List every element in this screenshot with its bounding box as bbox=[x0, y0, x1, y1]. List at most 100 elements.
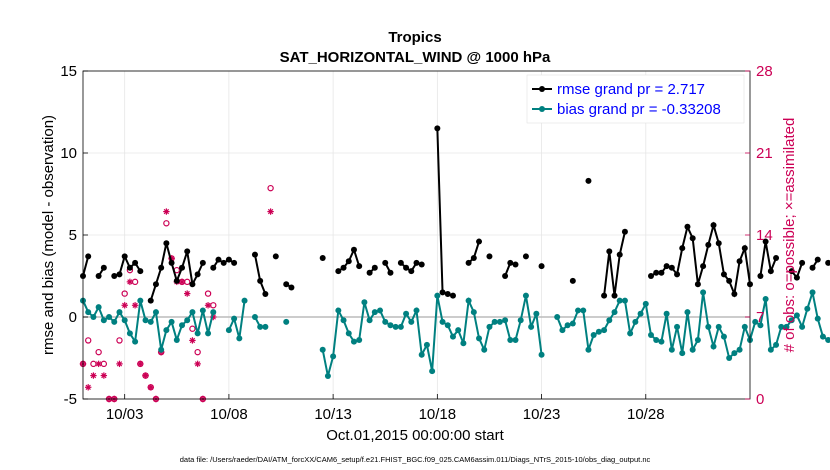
chart-title-variable: SAT_HORIZONTAL_WIND @ 1000 hPa bbox=[280, 49, 551, 66]
bias-point bbox=[413, 307, 420, 314]
bias-point bbox=[434, 292, 441, 299]
rmse-point bbox=[189, 281, 196, 288]
chart-title-region: Tropics bbox=[388, 29, 441, 46]
rmse-point bbox=[585, 177, 592, 184]
bias-point bbox=[522, 292, 529, 299]
bias-point bbox=[132, 338, 139, 345]
y-left-tick-label: 15 bbox=[60, 63, 77, 80]
bias-point bbox=[496, 318, 503, 325]
rmse-point bbox=[663, 263, 670, 270]
bias-point bbox=[611, 309, 618, 316]
rmse-point bbox=[793, 274, 800, 281]
obs-assimilated-marker bbox=[85, 384, 92, 391]
obs-assimilated-marker bbox=[142, 372, 149, 379]
bias-point bbox=[767, 346, 774, 353]
y-axis-right-label: # of obs: o=possible; ×=assimilated bbox=[781, 118, 798, 353]
rmse-point bbox=[444, 291, 451, 298]
legend-bias-marker bbox=[539, 106, 545, 112]
bias-point bbox=[100, 317, 107, 324]
bias-point bbox=[502, 317, 509, 324]
rmse-point bbox=[684, 223, 691, 230]
rmse-point bbox=[272, 253, 279, 260]
bias-point bbox=[564, 322, 571, 329]
bias-point bbox=[444, 322, 451, 329]
y-right-tick-label: 7 bbox=[756, 309, 764, 326]
y-left-tick-label: 0 bbox=[69, 309, 77, 326]
obs-possible-marker bbox=[85, 337, 92, 344]
rmse-point bbox=[757, 273, 764, 279]
rmse-point bbox=[100, 264, 107, 271]
x-axis: 10/03 10/08 10/13 10/18 10/23 10/28 bbox=[106, 394, 665, 423]
bias-point bbox=[470, 309, 477, 316]
bias-point bbox=[632, 318, 639, 325]
rmse-point bbox=[736, 258, 743, 265]
bias-point bbox=[251, 314, 258, 320]
y-left-tick-label: 10 bbox=[60, 145, 77, 162]
rmse-point bbox=[731, 291, 738, 298]
x-tick-label: 10/13 bbox=[314, 406, 352, 423]
rmse-point bbox=[283, 281, 290, 288]
asterisk-stroke bbox=[101, 372, 107, 379]
bias-point bbox=[147, 318, 154, 325]
rmse-point bbox=[601, 292, 608, 299]
bias-point bbox=[517, 317, 524, 324]
rmse-point bbox=[137, 268, 144, 275]
y-axis-left: -5 0 5 10 15 bbox=[60, 63, 88, 408]
rmse-point bbox=[715, 240, 722, 247]
bias-point bbox=[116, 309, 123, 316]
bias-point bbox=[533, 310, 540, 317]
y-left-tick-label: -5 bbox=[64, 391, 77, 408]
rmse-point bbox=[225, 256, 232, 263]
bias-point bbox=[324, 373, 331, 380]
bias-point bbox=[752, 318, 759, 325]
rmse-point bbox=[319, 254, 326, 261]
bias-point bbox=[236, 335, 243, 342]
bias-point bbox=[340, 317, 347, 324]
rmse-point bbox=[382, 259, 389, 266]
bias-point bbox=[361, 299, 368, 306]
rmse-point bbox=[231, 259, 238, 266]
bias-point bbox=[189, 309, 196, 316]
bias-point bbox=[819, 333, 826, 340]
bias-point bbox=[762, 295, 769, 302]
bias-point bbox=[684, 309, 691, 316]
rmse-point bbox=[179, 264, 186, 271]
bias-point bbox=[142, 317, 149, 324]
rmse-point bbox=[502, 273, 509, 279]
bias-point bbox=[710, 343, 717, 350]
bias-point bbox=[179, 322, 186, 329]
bias-point bbox=[366, 317, 373, 324]
bias-point bbox=[642, 300, 649, 307]
rmse-point bbox=[403, 264, 410, 271]
bias-point bbox=[788, 317, 795, 324]
bias-point bbox=[720, 333, 727, 340]
bias-point bbox=[449, 333, 456, 340]
bias-point bbox=[257, 323, 264, 330]
bias-point bbox=[637, 310, 644, 317]
bias-point bbox=[173, 336, 180, 343]
bias-point bbox=[585, 346, 592, 353]
obs-assimilated-marker bbox=[137, 360, 144, 368]
bias-point bbox=[809, 289, 816, 296]
obs-possible-marker bbox=[189, 325, 196, 332]
bias-point bbox=[225, 327, 232, 334]
rmse-point bbox=[350, 246, 357, 253]
bias-point bbox=[601, 327, 608, 334]
bias-point bbox=[575, 307, 582, 314]
bias-point bbox=[731, 350, 738, 357]
asterisk-stroke bbox=[142, 372, 149, 379]
rmse-point bbox=[184, 248, 191, 255]
bias-point bbox=[773, 341, 780, 348]
legend-rmse-label: rmse grand pr = 2.717 bbox=[557, 81, 705, 98]
bias-point bbox=[283, 318, 290, 325]
bias-line-segment bbox=[227, 300, 246, 339]
asterisk-stroke bbox=[85, 384, 91, 390]
rmse-point bbox=[210, 264, 217, 271]
bias-point bbox=[455, 327, 462, 334]
x-tick-label: 10/23 bbox=[523, 406, 561, 423]
obs-assimilated-marker bbox=[90, 372, 97, 379]
bias-point bbox=[231, 315, 238, 322]
bias-point bbox=[429, 368, 436, 375]
rmse-point bbox=[408, 268, 415, 275]
